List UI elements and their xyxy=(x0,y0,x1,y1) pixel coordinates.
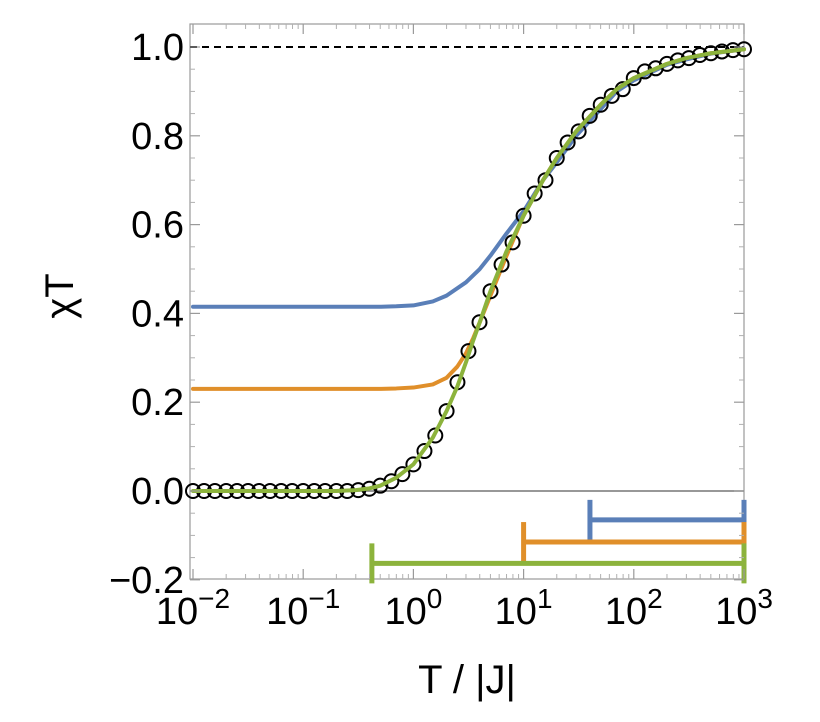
data-point xyxy=(438,403,455,420)
y-tick-label: 1.0 xyxy=(131,27,184,69)
x-tick-label: 102 xyxy=(605,583,663,633)
data-point xyxy=(427,427,444,444)
x-tick-label: 10−2 xyxy=(156,583,230,633)
series-line-0 xyxy=(191,47,746,309)
series-line-2 xyxy=(191,47,746,493)
data-point xyxy=(383,473,400,490)
y-tick-label: 0.0 xyxy=(131,471,184,513)
x-tick-label: 103 xyxy=(715,583,773,633)
data-point xyxy=(515,207,532,224)
y-tick-label: −0.2 xyxy=(109,560,184,602)
plot-frame xyxy=(189,23,745,580)
y-tick-label: 0.4 xyxy=(131,293,184,335)
data-point xyxy=(559,134,576,151)
y-tick-label: 0.6 xyxy=(131,205,184,247)
data-point xyxy=(405,456,422,473)
x-axis-title: T / |J| xyxy=(418,658,516,702)
y-axis-title: χT xyxy=(38,273,82,318)
data-point xyxy=(471,314,488,331)
data-point xyxy=(581,107,598,124)
data-point xyxy=(482,283,499,300)
data-point xyxy=(592,96,609,113)
data-point xyxy=(416,443,433,460)
x-tick-label: 101 xyxy=(495,583,553,633)
data-point xyxy=(548,150,565,166)
y-tick-label: 0.2 xyxy=(131,382,184,424)
y-tick-label: 0.8 xyxy=(131,116,184,158)
x-tick-label: 100 xyxy=(384,583,442,633)
x-tick-label: 10−1 xyxy=(266,583,340,633)
data-point xyxy=(394,466,411,483)
series-line-1 xyxy=(191,47,746,391)
data-point xyxy=(526,185,543,202)
data-point xyxy=(570,123,587,140)
data-point xyxy=(493,256,510,273)
